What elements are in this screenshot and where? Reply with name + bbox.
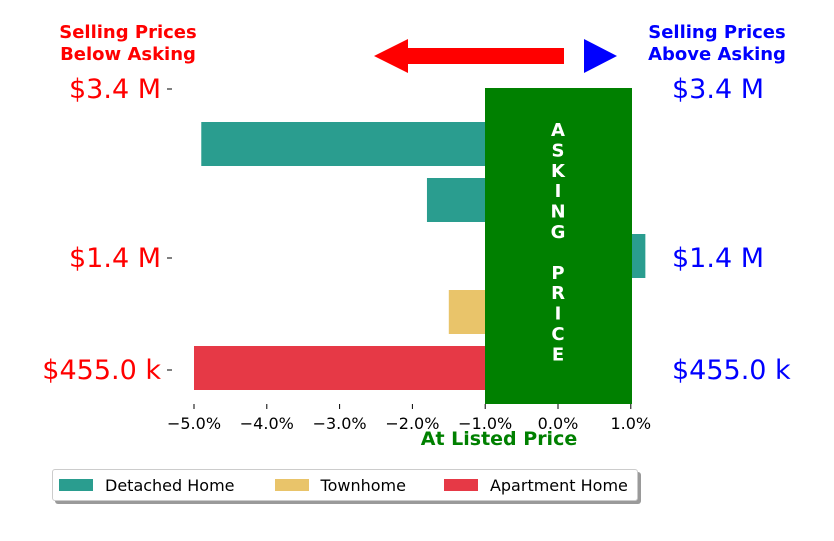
legend-item-detached-home: Detached Home <box>53 476 235 495</box>
below-asking-line-1: Selling Prices <box>59 22 196 43</box>
right-y-ticks: $3.4 M $1.4 M $455.0 k <box>672 74 791 386</box>
x-tick-label: −3.0% <box>313 414 367 433</box>
legend-swatch <box>443 479 478 491</box>
left-y-tick-label: $455.0 k <box>42 355 161 386</box>
left-y-ticks: $3.4 M $1.4 M $455.0 k <box>42 74 172 386</box>
asking-letter: R <box>551 283 565 304</box>
x-tick-label: −2.0% <box>385 414 439 433</box>
left-arrow-icon <box>374 39 564 73</box>
x-tick-label: −4.0% <box>240 414 294 433</box>
left-y-tick-label: $1.4 M <box>69 243 161 274</box>
x-ticks: −5.0% −4.0% −3.0% −2.0% −1.0% 0.0% 1.0% <box>167 404 651 433</box>
asking-letter: I <box>555 304 562 325</box>
legend-item-townhome: Townhome <box>269 476 406 495</box>
left-y-tick-label: $3.4 M <box>69 74 161 105</box>
x-tick-label: 0.0% <box>538 414 579 433</box>
asking-letter: E <box>552 344 564 365</box>
x-tick-label: 1.0% <box>610 414 651 433</box>
right-y-tick-label: $455.0 k <box>672 355 791 386</box>
below-asking-line-2: Below Asking <box>60 44 196 65</box>
legend-label: Townhome <box>320 475 406 495</box>
asking-letter: N <box>550 202 565 223</box>
asking-letter: C <box>551 324 564 345</box>
legend: Detached Home Townhome Apartment Home <box>52 469 638 501</box>
above-asking-line-2: Above Asking <box>648 44 786 65</box>
asking-price-box <box>485 88 632 404</box>
right-y-tick-label: $3.4 M <box>672 74 764 105</box>
legend-label: Detached Home <box>105 475 235 495</box>
legend-swatch <box>274 479 309 491</box>
asking-letter: K <box>551 161 566 182</box>
legend-label: Apartment Home <box>489 475 628 495</box>
right-y-tick-label: $1.4 M <box>672 243 764 274</box>
right-arrow-icon <box>584 39 617 73</box>
x-tick-label: −1.0% <box>458 414 512 433</box>
legend-item-apartment-home: Apartment Home <box>438 476 628 495</box>
asking-letter: P <box>551 263 564 284</box>
asking-letter: I <box>555 181 562 202</box>
x-tick-label: −5.0% <box>167 414 221 433</box>
above-asking-line-1: Selling Prices <box>648 22 785 43</box>
asking-letter: G <box>551 222 566 243</box>
asking-letter: S <box>552 140 565 161</box>
asking-letter: A <box>551 120 565 141</box>
x-axis-label: At Listed Price <box>421 428 577 450</box>
legend-swatch <box>59 479 93 491</box>
